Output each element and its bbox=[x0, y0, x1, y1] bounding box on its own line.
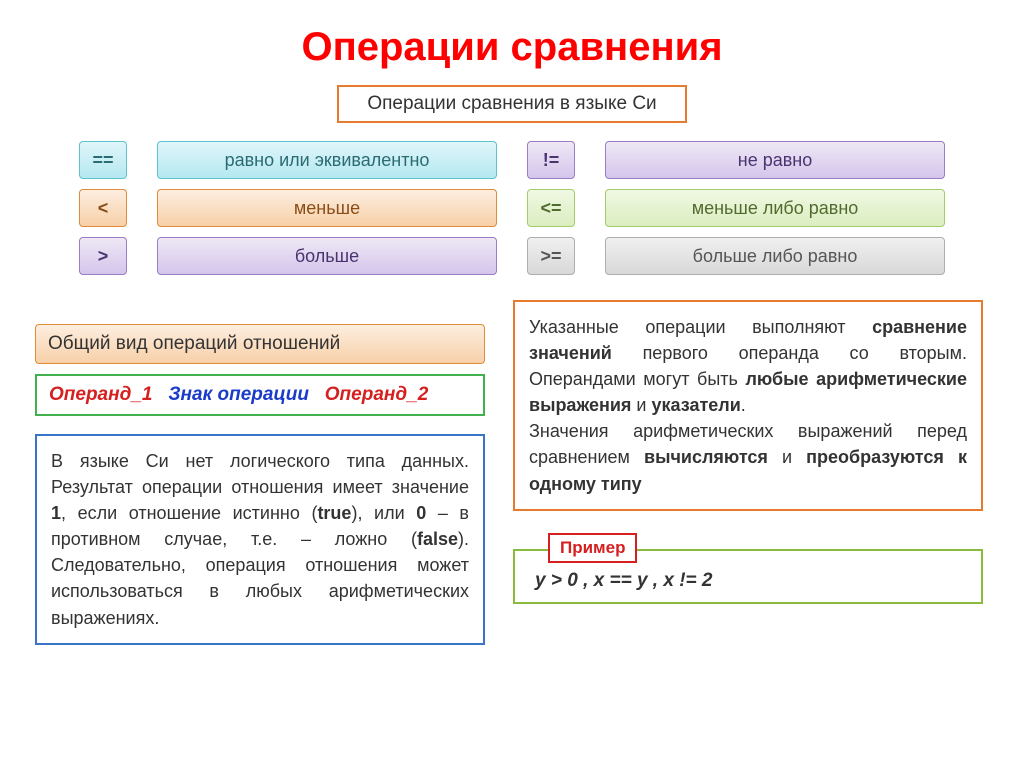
operand-sign: Знак операции bbox=[168, 384, 309, 405]
op-ne-sym: != bbox=[527, 141, 575, 179]
example-wrap: Пример y > 0 , x == y , x != 2 bbox=[513, 549, 983, 604]
op-eq-label: равно или эквивалентно bbox=[157, 141, 497, 179]
op-lt-sym: < bbox=[79, 189, 127, 227]
subtitle-box: Операции сравнения в языке Си bbox=[337, 85, 687, 123]
operand-1: Операнд_1 bbox=[49, 384, 152, 405]
op-gt-sym: > bbox=[79, 237, 127, 275]
op-ge-label: больше либо равно bbox=[605, 237, 945, 275]
op-lt-label: меньше bbox=[157, 189, 497, 227]
operand-2: Операнд_2 bbox=[325, 384, 428, 405]
general-view-label: Общий вид операций отношений bbox=[35, 324, 485, 364]
page-title: Операции сравнения bbox=[0, 0, 1024, 85]
op-le-label: меньше либо равно bbox=[605, 189, 945, 227]
op-eq-sym: == bbox=[79, 141, 127, 179]
operators-grid: == равно или эквивалентно != не равно < … bbox=[92, 141, 932, 275]
op-ge-sym: >= bbox=[527, 237, 575, 275]
left-column: Общий вид операций отношений Операнд_1 З… bbox=[35, 300, 485, 645]
op-ne-label: не равно bbox=[605, 141, 945, 179]
op-le-sym: <= bbox=[527, 189, 575, 227]
description-left: В языке Си нет логического типа данных. … bbox=[35, 434, 485, 645]
op-gt-label: больше bbox=[157, 237, 497, 275]
operand-box: Операнд_1 Знак операции Операнд_2 bbox=[35, 374, 485, 416]
example-label: Пример bbox=[548, 533, 637, 563]
right-column: Указанные операции выполняют сравнение з… bbox=[513, 300, 983, 645]
lower-section: Общий вид операций отношений Операнд_1 З… bbox=[0, 300, 1024, 645]
description-right: Указанные операции выполняют сравнение з… bbox=[513, 300, 983, 511]
